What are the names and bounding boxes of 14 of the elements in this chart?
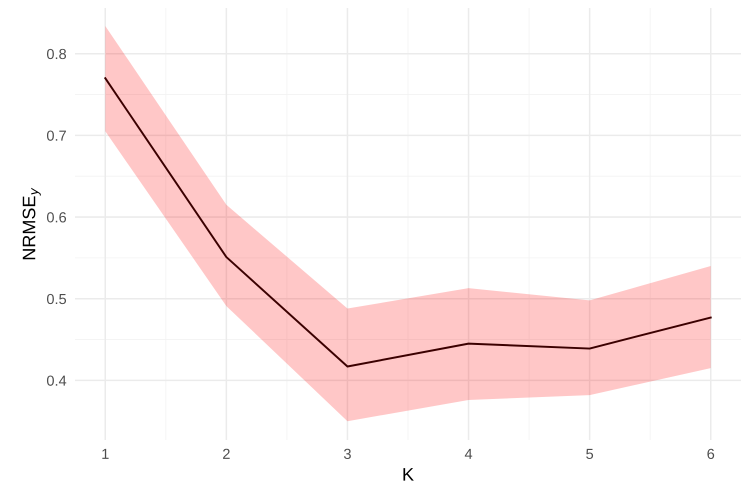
x-tick-label: 6 (707, 448, 714, 460)
x-tick-label: 3 (344, 448, 351, 460)
line-series (104, 77, 712, 368)
x-tick-label: 2 (223, 448, 230, 459)
y-tick-label: 0.8 (46, 48, 66, 60)
x-tick-label: 5 (586, 448, 594, 460)
y-axis-title: NRMSE$_{y}$ (22, 188, 41, 260)
y-tick-label: 0.5 (46, 294, 66, 304)
y-tick-label: 0.7 (46, 130, 66, 141)
x-tick-label: 4 (464, 448, 472, 459)
y-tick-label: 0.6 (46, 212, 66, 222)
x-axis-title: K (403, 468, 414, 481)
x-tick-label: 1 (102, 448, 109, 459)
y-tick-label: 0.4 (46, 375, 66, 386)
